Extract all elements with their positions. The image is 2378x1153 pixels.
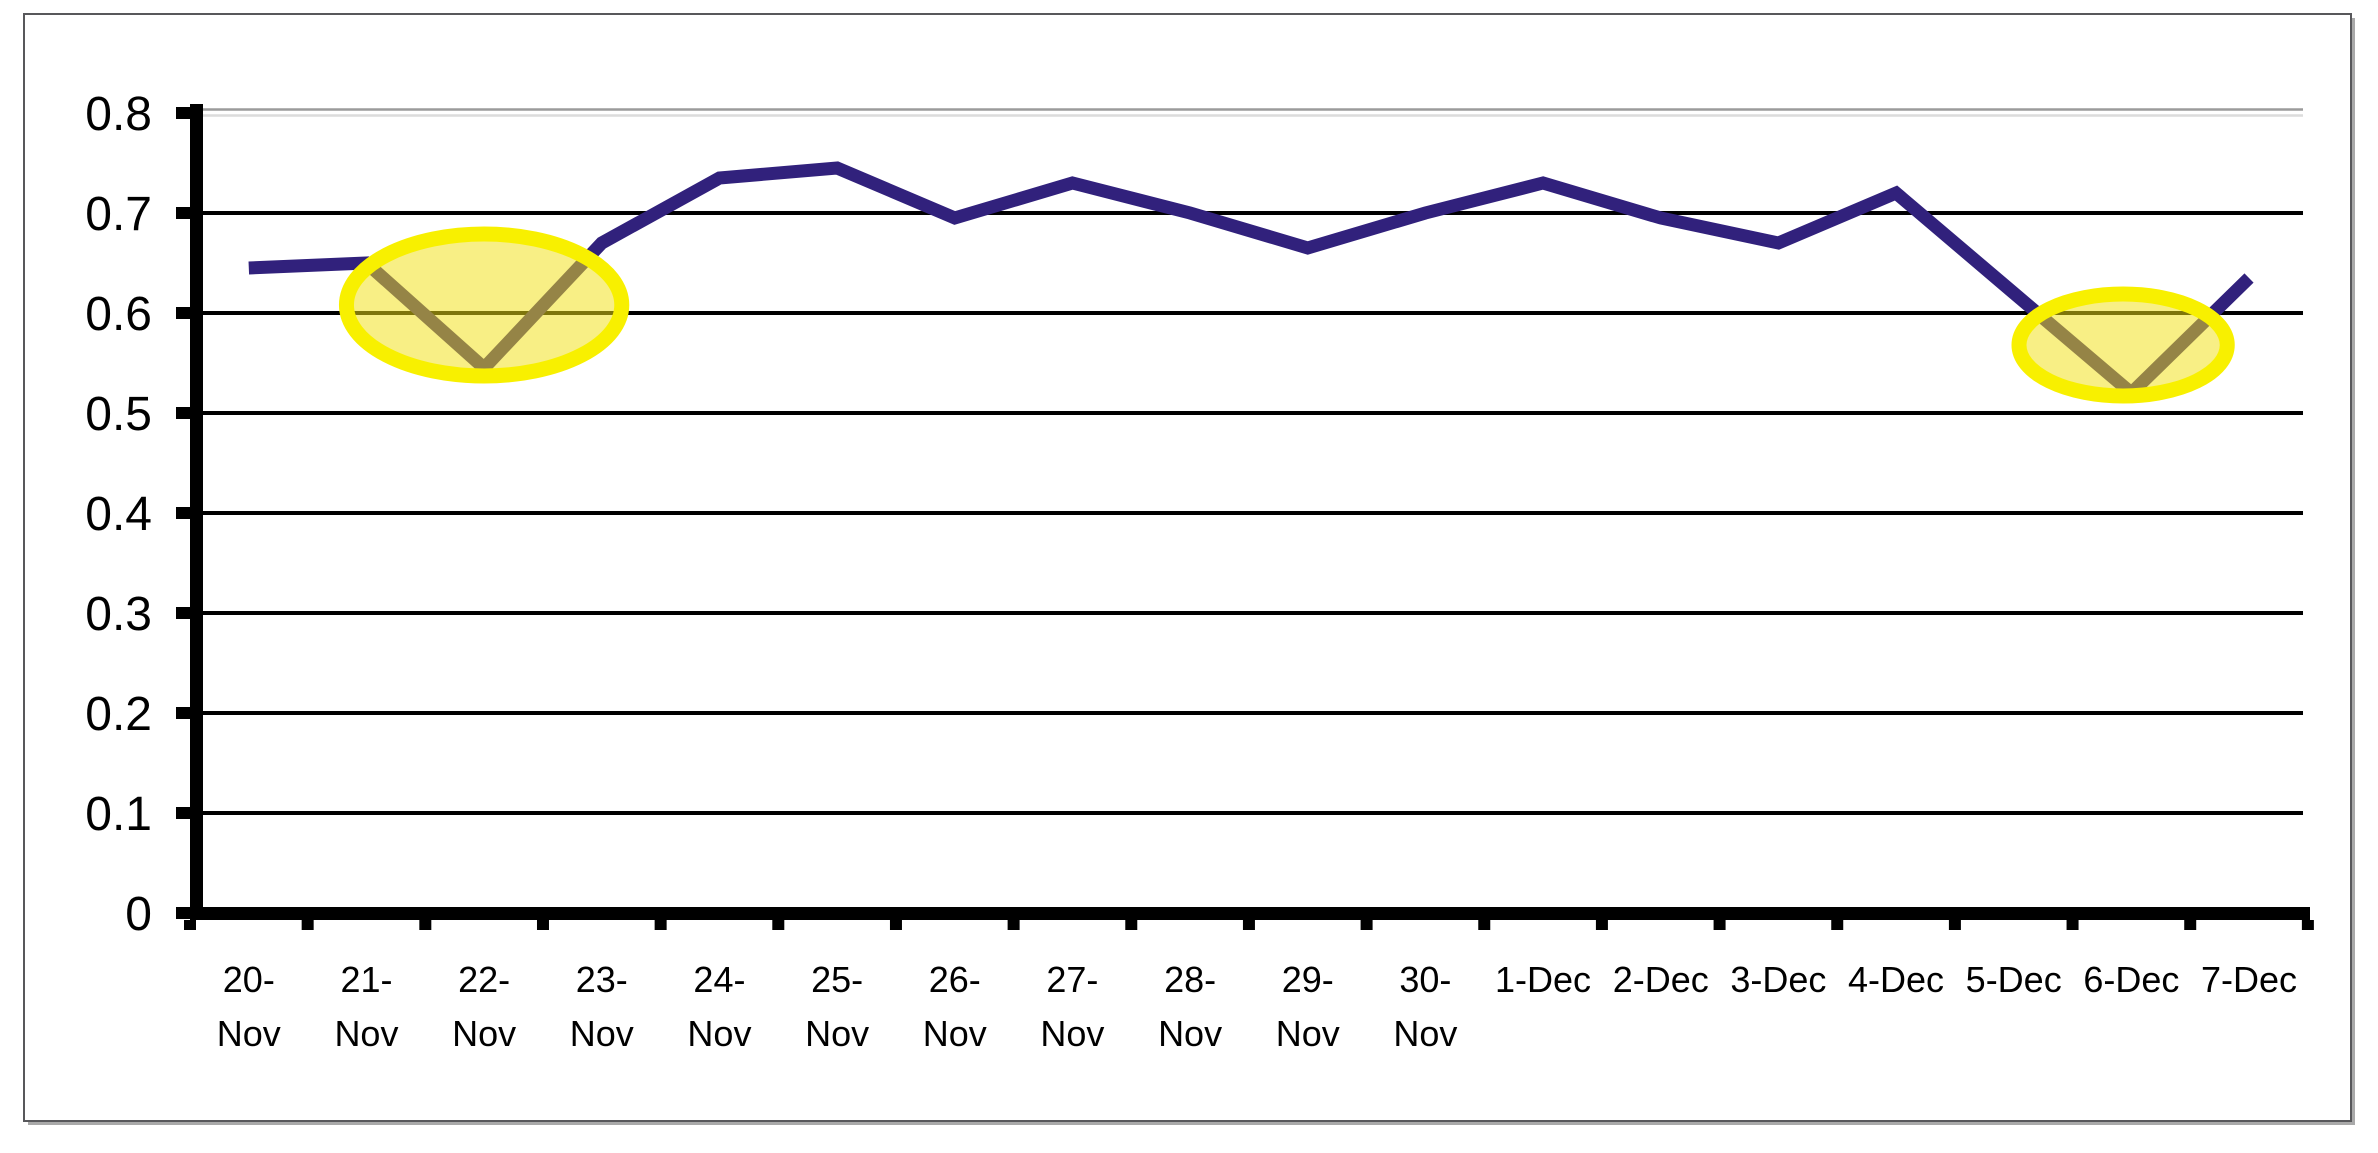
y-tick-8 <box>176 107 191 119</box>
x-tick-0 <box>184 920 196 930</box>
y-tick-label: 0 <box>125 888 152 941</box>
x-tick-15 <box>1948 920 1961 930</box>
x-tick-4 <box>654 920 667 930</box>
x-tick-label: Nov <box>570 1013 634 1054</box>
x-tick-5 <box>772 920 785 930</box>
x-tick-label: 7-Dec <box>2201 959 2297 1000</box>
x-tick-label: 28- <box>1164 959 1216 1000</box>
x-tick-label: Nov <box>1393 1013 1457 1054</box>
x-tick-14 <box>1831 920 1844 930</box>
y-tick-label: 0.7 <box>85 188 152 241</box>
y-tick-label: 0.8 <box>85 88 152 141</box>
x-tick-label: 3-Dec <box>1730 959 1826 1000</box>
y-tick-2 <box>176 707 191 719</box>
x-tick-label: 2-Dec <box>1613 959 1709 1000</box>
x-tick-9 <box>1242 920 1255 930</box>
x-tick-17 <box>2184 920 2197 930</box>
x-tick-label: Nov <box>217 1013 281 1054</box>
y-tick-5 <box>176 407 191 419</box>
x-tick-label: Nov <box>923 1013 987 1054</box>
x-tick-2 <box>419 920 432 930</box>
x-tick-label: 5-Dec <box>1966 959 2062 1000</box>
dip-highlight-22-Nov <box>338 226 630 384</box>
x-tick-label: Nov <box>1276 1013 1340 1054</box>
x-tick-label: Nov <box>452 1013 516 1054</box>
y-tick-label: 0.3 <box>85 588 152 641</box>
x-tick-6 <box>889 920 902 930</box>
x-tick-label: 21- <box>340 959 392 1000</box>
x-tick-label: 24- <box>693 959 745 1000</box>
x-tick-label: 20- <box>223 959 275 1000</box>
x-tick-8 <box>1125 920 1138 930</box>
x-tick-label: 23- <box>576 959 628 1000</box>
y-tick-4 <box>176 507 191 519</box>
x-tick-label: Nov <box>334 1013 398 1054</box>
x-tick-11 <box>1478 920 1491 930</box>
x-tick-label: 22- <box>458 959 510 1000</box>
x-tick-label: Nov <box>687 1013 751 1054</box>
y-tick-6 <box>176 307 191 319</box>
x-tick-3 <box>536 920 549 930</box>
x-tick-label: 26- <box>929 959 981 1000</box>
x-tick-label: 29- <box>1282 959 1334 1000</box>
y-tick-1 <box>176 807 191 819</box>
x-tick-label: 4-Dec <box>1848 959 1944 1000</box>
x-tick-1 <box>301 920 314 930</box>
y-tick-3 <box>176 607 191 619</box>
x-tick-label: Nov <box>1158 1013 1222 1054</box>
x-tick-label: 27- <box>1046 959 1098 1000</box>
x-tick-16 <box>2066 920 2079 930</box>
y-tick-label: 0.1 <box>85 788 152 841</box>
x-tick-7 <box>1007 920 1020 930</box>
y-tick-0 <box>176 907 191 919</box>
y-tick-label: 0.5 <box>85 388 152 441</box>
y-axis-spine <box>190 104 203 920</box>
x-tick-label: 25- <box>811 959 863 1000</box>
x-tick-label: 1-Dec <box>1495 959 1591 1000</box>
chart-frame <box>23 13 2352 1122</box>
y-tick-label: 0.4 <box>85 488 152 541</box>
x-tick-10 <box>1360 920 1373 930</box>
x-tick-label: Nov <box>805 1013 869 1054</box>
x-tick-label: Nov <box>1040 1013 1104 1054</box>
x-tick-label: 30- <box>1399 959 1451 1000</box>
y-tick-7 <box>176 207 191 219</box>
x-tick-18 <box>2301 920 2314 930</box>
x-tick-13 <box>1713 920 1726 930</box>
dip-highlight-6-Dec <box>2011 286 2235 404</box>
y-tick-label: 0.6 <box>85 288 152 341</box>
x-axis-line <box>190 907 2310 920</box>
x-tick-label: 6-Dec <box>2083 959 2179 1000</box>
y-tick-label: 0.2 <box>85 688 152 741</box>
x-tick-12 <box>1595 920 1608 930</box>
